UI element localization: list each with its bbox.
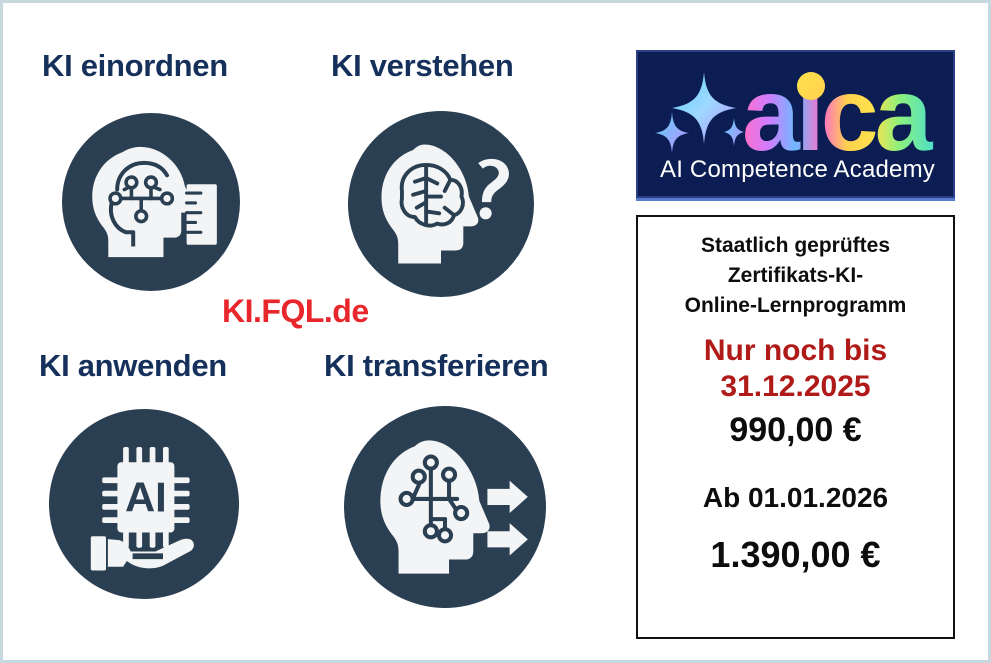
promo-deadline-date: 31.12.2025: [720, 369, 871, 403]
svg-text:aica: aica: [742, 62, 934, 158]
quadrant-ki-anwenden: KI anwenden: [28, 348, 328, 648]
head-circuit-arrows-icon: [344, 406, 546, 608]
quadrant-title-einordnen: KI einordnen: [42, 48, 228, 83]
quadrant-title-verstehen: KI verstehen: [331, 48, 514, 83]
quadrant-title-anwenden: KI anwenden: [39, 348, 227, 383]
price-headline-line3: Online-Lernprogramm: [684, 293, 907, 317]
logo-subtitle: AI Competence Academy: [659, 156, 935, 183]
promo-price: 990,00 €: [729, 411, 862, 450]
head-brain-question-mark-icon: [348, 111, 534, 297]
promo-deadline-line1: Nur noch bis: [703, 334, 888, 368]
head-circuit-brain-ruler-icon: [62, 113, 240, 291]
quadrant-ki-einordnen: KI einordnen: [28, 48, 328, 348]
svg-text:AI: AI: [125, 474, 167, 521]
quadrant-title-transferieren: KI transferieren: [324, 348, 549, 383]
head-circuit-brain-ruler-glyph: [92, 146, 217, 258]
four-point-star-sparkle-icon: [655, 72, 744, 153]
future-price-label: Ab 01.01.2026: [702, 482, 889, 514]
ai-chip-hand-glyph: AI: [90, 447, 194, 571]
head-brain-question-glyph: [381, 144, 509, 264]
future-price-value: 1.390,00 €: [710, 533, 881, 575]
quadrant-ki-verstehen: KI verstehen: [324, 48, 624, 348]
ai-chip-on-hand-icon: AI: [49, 409, 239, 599]
aica-logo-panel: aica AI Competence Academy: [636, 50, 955, 198]
aica-wordmark-wrap: aica: [638, 56, 953, 158]
head-circuit-arrows-glyph: [380, 440, 528, 574]
price-info-panel: Staatlich geprüftes Zertifikats-KI- Onli…: [636, 215, 955, 639]
price-headline-line2: Zertifikats-KI-: [727, 263, 864, 287]
poster-inner-frame: KI einordnen: [6, 6, 988, 660]
price-headline-line1: Staatlich geprüftes: [700, 234, 891, 257]
quadrant-ki-transferieren: KI transferieren: [324, 348, 624, 648]
aica-wordmark-text: aica: [742, 62, 938, 158]
watermark-kifqlde: KI.FQL.de: [222, 293, 369, 329]
